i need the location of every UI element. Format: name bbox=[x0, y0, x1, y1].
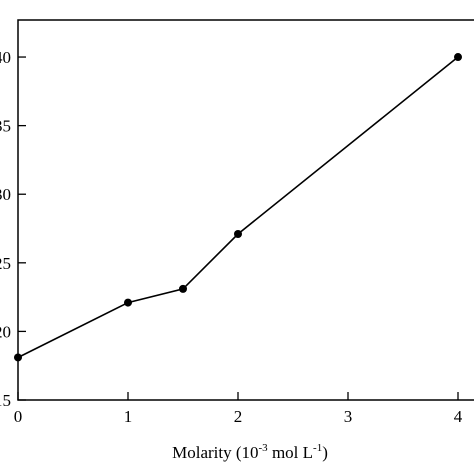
data-point bbox=[179, 284, 187, 293]
data-point bbox=[234, 230, 242, 239]
x-tick-label: 4 bbox=[454, 407, 463, 426]
x-label-sup: -1 bbox=[313, 442, 322, 454]
y-tick-label: 35 bbox=[0, 117, 11, 136]
y-tick-label: 30 bbox=[0, 185, 11, 204]
data-point bbox=[14, 353, 22, 362]
x-tick-label: 1 bbox=[124, 407, 133, 426]
data-point bbox=[454, 53, 462, 62]
y-tick-label: 25 bbox=[0, 254, 11, 273]
x-tick-label: 3 bbox=[344, 407, 353, 426]
x-tick-label: 0 bbox=[14, 407, 23, 426]
x-label-sup: -3 bbox=[259, 442, 269, 454]
data-line bbox=[17, 56, 459, 359]
x-label-text: Molarity (10 bbox=[172, 443, 258, 462]
y-tick-label: 15 bbox=[0, 391, 11, 410]
plot-frame bbox=[17, 19, 474, 401]
y-tick-label: 20 bbox=[0, 322, 11, 341]
x-label-text: mol L bbox=[268, 443, 313, 462]
x-axis-label: Molarity (10-3 mol L-1) bbox=[172, 442, 328, 462]
data-point bbox=[124, 298, 132, 307]
x-tick-label: 2 bbox=[234, 407, 243, 426]
y-tick-label: 40 bbox=[0, 48, 11, 67]
x-label-text: ) bbox=[322, 443, 328, 462]
